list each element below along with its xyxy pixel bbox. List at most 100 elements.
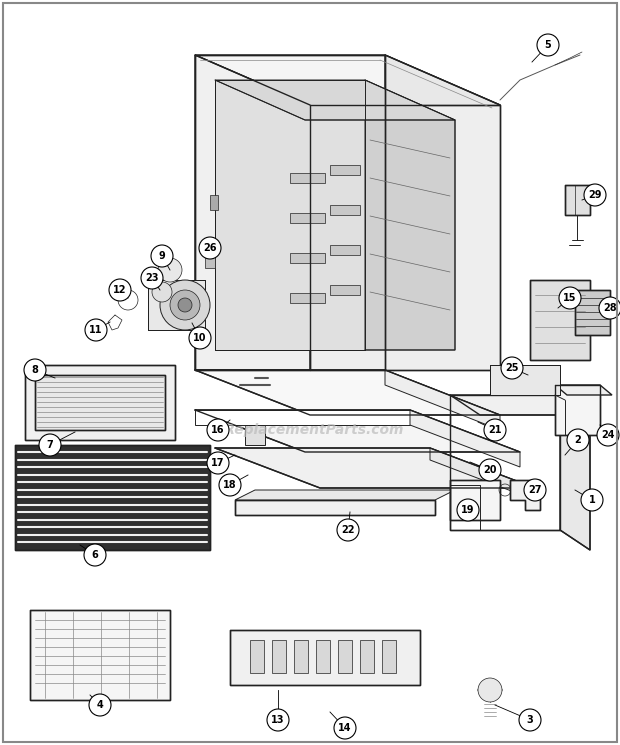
- Circle shape: [337, 519, 359, 541]
- Polygon shape: [195, 55, 310, 370]
- Polygon shape: [148, 280, 205, 330]
- Polygon shape: [430, 448, 535, 500]
- Circle shape: [267, 709, 289, 731]
- Circle shape: [24, 359, 46, 381]
- Polygon shape: [210, 195, 218, 210]
- Text: 25: 25: [505, 363, 519, 373]
- Text: 19: 19: [461, 505, 475, 515]
- Polygon shape: [555, 385, 612, 395]
- Polygon shape: [385, 370, 500, 430]
- Text: 8: 8: [32, 365, 38, 375]
- Circle shape: [537, 34, 559, 56]
- Polygon shape: [294, 640, 308, 673]
- Text: 22: 22: [341, 525, 355, 535]
- Polygon shape: [510, 480, 540, 510]
- Text: 13: 13: [272, 715, 285, 725]
- Polygon shape: [450, 480, 500, 520]
- Polygon shape: [195, 410, 520, 452]
- Text: 6: 6: [92, 550, 99, 560]
- Text: eReplacementParts.com: eReplacementParts.com: [216, 423, 404, 437]
- Polygon shape: [330, 205, 360, 215]
- Polygon shape: [490, 365, 560, 395]
- Polygon shape: [290, 173, 325, 183]
- Text: 4: 4: [97, 700, 104, 710]
- Circle shape: [501, 357, 523, 379]
- Text: 7: 7: [46, 440, 53, 450]
- Circle shape: [141, 267, 163, 289]
- Polygon shape: [530, 280, 590, 360]
- Circle shape: [207, 452, 229, 474]
- Circle shape: [199, 237, 221, 259]
- Text: 9: 9: [159, 251, 166, 261]
- Circle shape: [89, 694, 111, 716]
- Polygon shape: [272, 640, 286, 673]
- Polygon shape: [15, 445, 210, 550]
- Text: 16: 16: [211, 425, 224, 435]
- Circle shape: [567, 429, 589, 451]
- Text: 14: 14: [339, 723, 352, 733]
- Text: 10: 10: [193, 333, 206, 343]
- Polygon shape: [385, 55, 500, 370]
- Polygon shape: [235, 490, 455, 500]
- Polygon shape: [330, 245, 360, 255]
- Circle shape: [581, 489, 603, 511]
- Text: 17: 17: [211, 458, 224, 468]
- Polygon shape: [30, 610, 170, 700]
- Text: 1: 1: [588, 495, 595, 505]
- Polygon shape: [316, 640, 330, 673]
- Circle shape: [207, 419, 229, 441]
- Text: 20: 20: [483, 465, 497, 475]
- Circle shape: [457, 499, 479, 521]
- Text: 12: 12: [113, 285, 126, 295]
- Polygon shape: [410, 410, 520, 467]
- Text: 23: 23: [145, 273, 159, 283]
- Circle shape: [599, 297, 620, 319]
- Polygon shape: [360, 640, 374, 673]
- Circle shape: [479, 459, 501, 481]
- Text: 18: 18: [223, 480, 237, 490]
- Circle shape: [559, 287, 581, 309]
- Circle shape: [170, 290, 200, 320]
- Polygon shape: [25, 365, 175, 440]
- Polygon shape: [450, 395, 560, 530]
- Circle shape: [118, 290, 138, 310]
- Text: 29: 29: [588, 190, 602, 200]
- Polygon shape: [290, 253, 325, 263]
- Circle shape: [478, 678, 502, 702]
- Polygon shape: [565, 185, 590, 215]
- Circle shape: [160, 280, 210, 330]
- Polygon shape: [290, 213, 325, 223]
- Circle shape: [109, 279, 131, 301]
- Circle shape: [39, 434, 61, 456]
- Polygon shape: [195, 55, 500, 105]
- Polygon shape: [205, 252, 215, 268]
- Circle shape: [524, 479, 546, 501]
- Text: 11: 11: [89, 325, 103, 335]
- Polygon shape: [195, 410, 410, 425]
- Polygon shape: [382, 640, 396, 673]
- Circle shape: [85, 319, 107, 341]
- Polygon shape: [235, 500, 435, 515]
- Polygon shape: [230, 630, 420, 685]
- Circle shape: [189, 327, 211, 349]
- Text: 27: 27: [528, 485, 542, 495]
- Circle shape: [152, 282, 172, 302]
- Polygon shape: [365, 80, 455, 350]
- Polygon shape: [215, 80, 455, 120]
- Polygon shape: [250, 640, 264, 673]
- Text: 28: 28: [603, 303, 617, 313]
- Text: 26: 26: [203, 243, 217, 253]
- Polygon shape: [575, 290, 610, 335]
- Polygon shape: [35, 375, 165, 430]
- Text: 21: 21: [489, 425, 502, 435]
- Polygon shape: [555, 385, 600, 435]
- Polygon shape: [330, 285, 360, 295]
- Circle shape: [219, 474, 241, 496]
- Circle shape: [158, 258, 182, 282]
- Polygon shape: [215, 448, 535, 488]
- Circle shape: [334, 717, 356, 739]
- Text: 3: 3: [526, 715, 533, 725]
- Text: 2: 2: [575, 435, 582, 445]
- Polygon shape: [195, 370, 500, 415]
- Polygon shape: [338, 640, 352, 673]
